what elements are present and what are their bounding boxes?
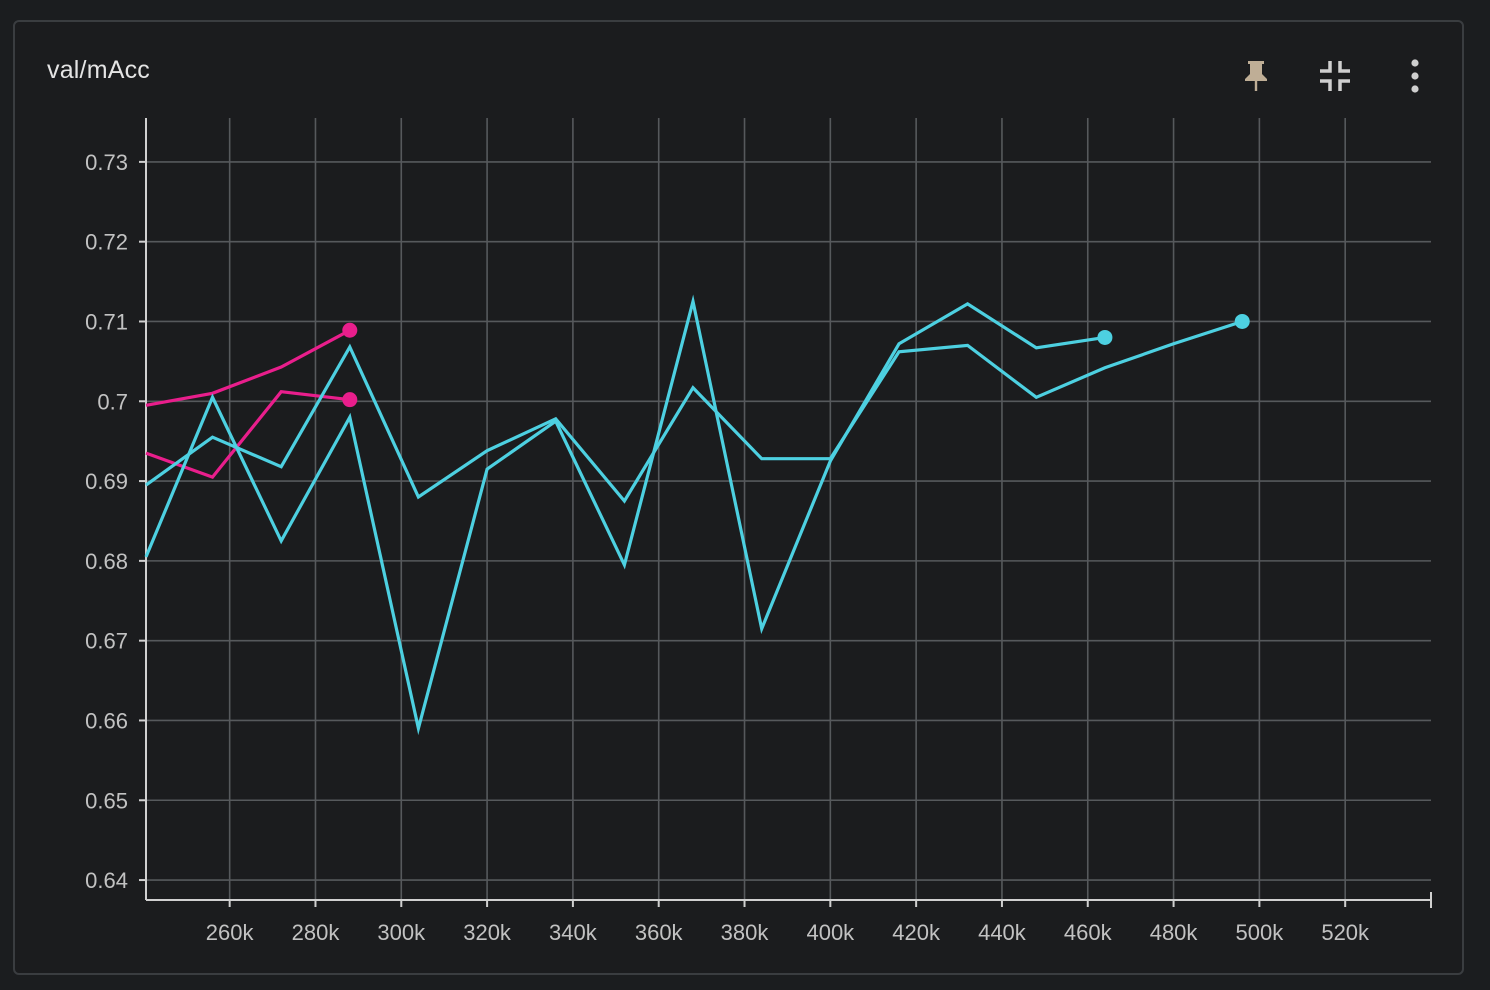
x-tick-label: 520k — [1321, 920, 1370, 945]
series-line-2[interactable] — [145, 390, 350, 479]
y-tick-label: 0.66 — [85, 708, 128, 733]
x-tick-label: 340k — [549, 920, 598, 945]
series-end-point-2[interactable] — [342, 392, 358, 408]
fit-domain-button[interactable] — [1315, 56, 1355, 96]
y-tick-label: 0.71 — [85, 309, 128, 334]
series-end-point-1[interactable] — [342, 322, 358, 338]
y-tick-label: 0.64 — [85, 868, 128, 893]
series-line-1[interactable] — [145, 328, 351, 407]
more-options-button[interactable] — [1395, 56, 1435, 96]
series-end-point-3[interactable] — [1097, 329, 1113, 345]
y-tick-label: 0.72 — [85, 230, 128, 255]
more-vert-icon — [1411, 59, 1419, 93]
x-tick-label: 360k — [635, 920, 684, 945]
chart-card: val/mAcc — [13, 20, 1464, 975]
y-tick-label: 0.68 — [85, 549, 128, 574]
y-tick-label: 0.69 — [85, 469, 128, 494]
y-tick-label: 0.65 — [85, 788, 128, 813]
card-title: val/mAcc — [47, 56, 151, 84]
x-tick-label: 500k — [1236, 920, 1285, 945]
series-line-3[interactable] — [144, 294, 1106, 736]
series-line-4[interactable] — [145, 319, 1243, 504]
x-tick-label: 460k — [1064, 920, 1113, 945]
y-tick-label: 0.73 — [85, 150, 128, 175]
x-tick-label: 260k — [206, 920, 255, 945]
y-tick-label: 0.7 — [97, 389, 128, 414]
y-tick-label: 0.67 — [85, 629, 128, 654]
x-tick-label: 480k — [1150, 920, 1199, 945]
x-tick-label: 380k — [721, 920, 770, 945]
series-end-point-4[interactable] — [1234, 313, 1250, 329]
x-tick-label: 420k — [892, 920, 941, 945]
x-tick-label: 300k — [377, 920, 426, 945]
pin-button[interactable] — [1236, 56, 1276, 96]
x-tick-label: 280k — [292, 920, 341, 945]
x-tick-label: 320k — [463, 920, 512, 945]
fit-domain-icon — [1320, 61, 1350, 91]
x-tick-label: 400k — [806, 920, 855, 945]
pin-icon — [1245, 61, 1267, 91]
x-tick-label: 440k — [978, 920, 1027, 945]
